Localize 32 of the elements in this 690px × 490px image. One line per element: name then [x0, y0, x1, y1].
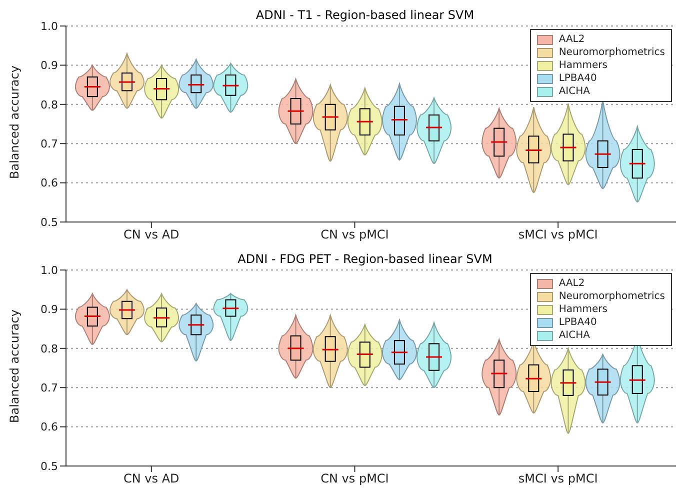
- legend-label: AAL2: [558, 33, 585, 46]
- y-tick-label: 0.6: [40, 420, 58, 434]
- x-tick-label: sMCI vs pMCI: [518, 228, 598, 242]
- y-tick-label: 0.5: [40, 460, 58, 473]
- legend-label: Hammers: [558, 59, 608, 72]
- y-tick-label: 0.8: [40, 342, 58, 356]
- y-axis-title: Balanced accuracy: [7, 310, 22, 423]
- y-tick-label: 0.9: [40, 59, 58, 72]
- y-tick-label: 0.7: [40, 382, 58, 395]
- x-tick-label: CN vs AD: [124, 228, 180, 242]
- legend-label: AICHA: [558, 85, 590, 98]
- y-tick-label: 0.9: [40, 303, 58, 316]
- y-tick-label: 0.6: [40, 176, 58, 190]
- y-tick-label: 0.5: [40, 216, 58, 229]
- y-tick-label: 1.0: [40, 264, 58, 277]
- chart-title: ADNI - T1 - Region-based linear SVM: [256, 8, 474, 22]
- legend-label: AAL2: [558, 277, 585, 290]
- legend-label: Neuromorphometrics: [558, 290, 665, 303]
- chart-title: ADNI - FDG PET - Region-based linear SVM: [238, 252, 492, 266]
- legend-label: LPBA40: [558, 72, 597, 85]
- y-axis-title: Balanced accuracy: [7, 66, 22, 179]
- y-tick-label: 0.7: [40, 138, 58, 151]
- x-tick-label: CN vs pMCI: [320, 472, 389, 486]
- x-tick-label: sMCI vs pMCI: [518, 472, 598, 486]
- x-tick-label: CN vs pMCI: [320, 228, 389, 242]
- legend-label: Hammers: [558, 303, 608, 316]
- y-tick-label: 1.0: [40, 20, 58, 33]
- legend-label: Neuromorphometrics: [558, 46, 665, 59]
- x-tick-label: CN vs AD: [124, 472, 180, 486]
- y-tick-label: 0.8: [40, 98, 58, 112]
- legend-label: AICHA: [558, 329, 590, 342]
- legend-label: LPBA40: [558, 316, 597, 329]
